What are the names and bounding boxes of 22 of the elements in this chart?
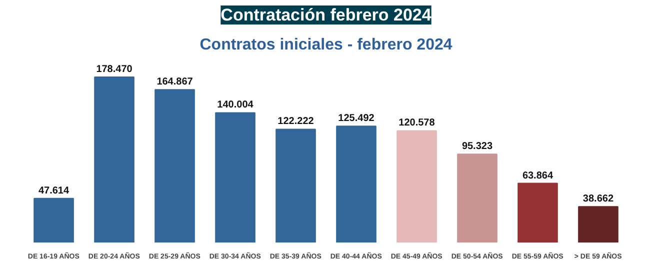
bar bbox=[215, 112, 256, 242]
chart-subtitle: Contratos iniciales - febrero 2024 bbox=[200, 36, 452, 54]
bar bbox=[518, 182, 558, 242]
bar bbox=[457, 154, 498, 242]
data-label: 38.662 bbox=[582, 194, 614, 205]
bar bbox=[276, 128, 316, 242]
data-label: 63.864 bbox=[522, 170, 554, 182]
bar bbox=[94, 76, 134, 242]
bar bbox=[34, 198, 74, 242]
data-label: 47.614 bbox=[38, 185, 70, 196]
data-label: 125.492 bbox=[338, 113, 375, 124]
bar bbox=[396, 130, 437, 242]
data-label: 95.323 bbox=[462, 141, 493, 152]
bar bbox=[154, 89, 195, 242]
data-label: 122.222 bbox=[278, 116, 314, 128]
data-label: 178.470 bbox=[96, 64, 133, 76]
bar bbox=[578, 206, 618, 242]
data-label: 164.867 bbox=[156, 76, 194, 88]
bar bbox=[336, 126, 376, 242]
data-label: 120.578 bbox=[398, 118, 436, 129]
data-label: 140.004 bbox=[217, 100, 254, 111]
chart-title: Contratación febrero 2024 bbox=[220, 6, 432, 24]
